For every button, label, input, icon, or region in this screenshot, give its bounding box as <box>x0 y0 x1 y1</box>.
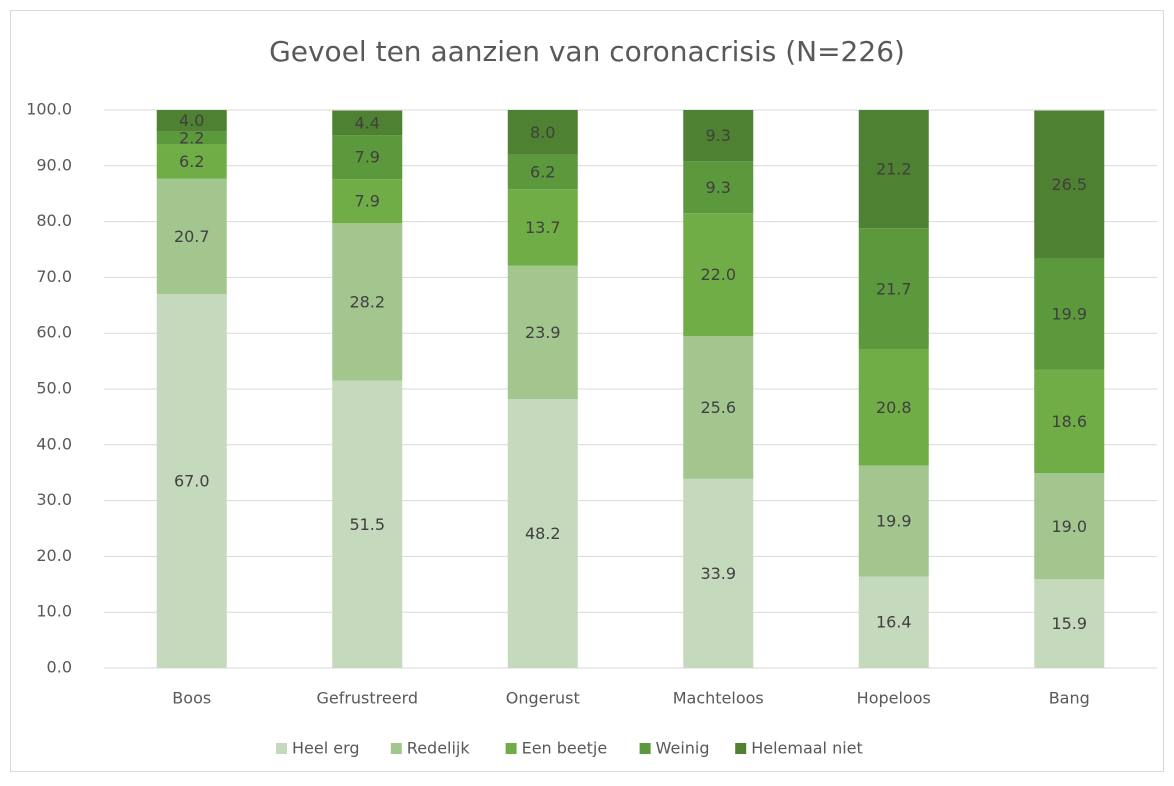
data-label: 21.7 <box>876 279 912 298</box>
y-tick-label: 60.0 <box>36 323 72 342</box>
data-label: 26.5 <box>1051 175 1087 194</box>
bar-segment <box>858 465 929 577</box>
bar-segment <box>507 399 578 668</box>
bar-segment <box>156 294 227 668</box>
x-tick-label: Gefrustreerd <box>316 689 418 708</box>
x-tick-label: Ongerust <box>506 689 580 708</box>
bar-segment <box>332 110 403 136</box>
bar-segment <box>1034 258 1105 370</box>
y-tick-label: 90.0 <box>36 155 72 174</box>
chart-title: Gevoel ten aanzien van coronacrisis (N=2… <box>269 35 905 68</box>
data-label: 7.9 <box>355 148 380 167</box>
bar-segment <box>858 110 929 229</box>
y-tick-label: 50.0 <box>36 379 72 398</box>
data-label: 20.8 <box>876 398 912 417</box>
legend-label: Een beetje <box>522 739 608 758</box>
legend-swatch <box>390 743 402 754</box>
bar-segment <box>332 179 403 224</box>
data-label: 23.9 <box>525 323 561 342</box>
bar-segment <box>683 110 754 162</box>
x-tick-label: Hopeloos <box>857 689 931 708</box>
legend-swatch <box>276 743 287 754</box>
data-label: 6.2 <box>179 152 204 171</box>
y-tick-label: 0.0 <box>47 658 72 677</box>
bar-segment <box>332 135 403 180</box>
data-label: 2.2 <box>179 128 204 147</box>
bar-segment <box>1034 110 1105 259</box>
data-label: 22.0 <box>700 265 736 284</box>
data-label: 19.9 <box>876 511 912 530</box>
bar-segment <box>507 265 578 400</box>
y-tick-label: 40.0 <box>36 434 72 453</box>
data-label: 4.4 <box>355 113 380 132</box>
data-label: 7.9 <box>355 192 380 211</box>
legend-label: Helemaal niet <box>751 739 863 758</box>
bar-segment <box>507 110 578 155</box>
data-label: 8.0 <box>530 123 555 142</box>
x-tick-label: Boos <box>172 689 211 708</box>
bar-segment <box>858 576 929 668</box>
bar-segment <box>1034 369 1105 474</box>
data-label: 4.0 <box>179 111 204 130</box>
y-tick-label: 100.0 <box>26 100 72 119</box>
data-label: 48.2 <box>525 524 561 543</box>
data-label: 25.6 <box>700 398 736 417</box>
bar-segment <box>1034 473 1105 580</box>
bar-segment <box>683 478 754 668</box>
data-label: 33.9 <box>700 564 736 583</box>
x-tick-label: Machteloos <box>673 689 764 708</box>
data-label: 19.9 <box>1051 304 1087 323</box>
legend-swatch <box>735 743 747 754</box>
data-label: 9.3 <box>706 126 731 145</box>
bar-segment <box>683 213 754 336</box>
legend-label: Weinig <box>656 739 710 758</box>
y-tick-label: 10.0 <box>36 602 72 621</box>
bar-segment <box>858 349 929 466</box>
bar-segment <box>156 178 227 295</box>
data-label: 18.6 <box>1051 412 1087 431</box>
legend-label: Redelijk <box>407 739 471 758</box>
bar-segment <box>507 189 578 266</box>
data-label: 20.7 <box>174 227 210 246</box>
data-label: 9.3 <box>706 178 731 197</box>
bar-segment <box>1034 579 1105 668</box>
bar-segment <box>156 144 227 179</box>
legend-swatch <box>639 743 651 754</box>
data-label: 6.2 <box>530 162 555 181</box>
y-tick-label: 70.0 <box>36 267 72 286</box>
data-label: 67.0 <box>174 472 210 491</box>
bar-segment <box>507 154 578 190</box>
y-tick-label: 30.0 <box>36 490 72 509</box>
bar-segment <box>858 228 929 350</box>
data-label: 19.0 <box>1051 517 1087 536</box>
data-label: 15.9 <box>1051 614 1087 633</box>
data-label: 28.2 <box>349 292 385 311</box>
data-label: 51.5 <box>349 515 385 534</box>
y-tick-label: 20.0 <box>36 546 72 565</box>
bar-segment <box>683 335 754 479</box>
legend-swatch <box>505 743 517 754</box>
x-tick-label: Bang <box>1049 689 1090 708</box>
y-tick-label: 80.0 <box>36 211 72 230</box>
data-label: 16.4 <box>876 613 912 632</box>
bar-segment <box>332 223 403 381</box>
bar-segment <box>156 110 227 132</box>
legend-label: Heel erg <box>292 739 360 758</box>
data-label: 21.2 <box>876 160 912 179</box>
bar-segment <box>332 380 403 668</box>
bar-segment <box>683 161 754 214</box>
data-label: 13.7 <box>525 218 561 237</box>
bar-segment <box>156 131 227 145</box>
